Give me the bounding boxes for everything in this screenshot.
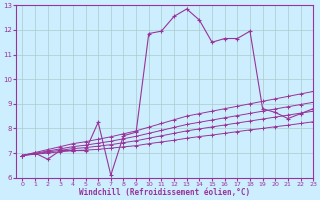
X-axis label: Windchill (Refroidissement éolien,°C): Windchill (Refroidissement éolien,°C) [79,188,250,197]
